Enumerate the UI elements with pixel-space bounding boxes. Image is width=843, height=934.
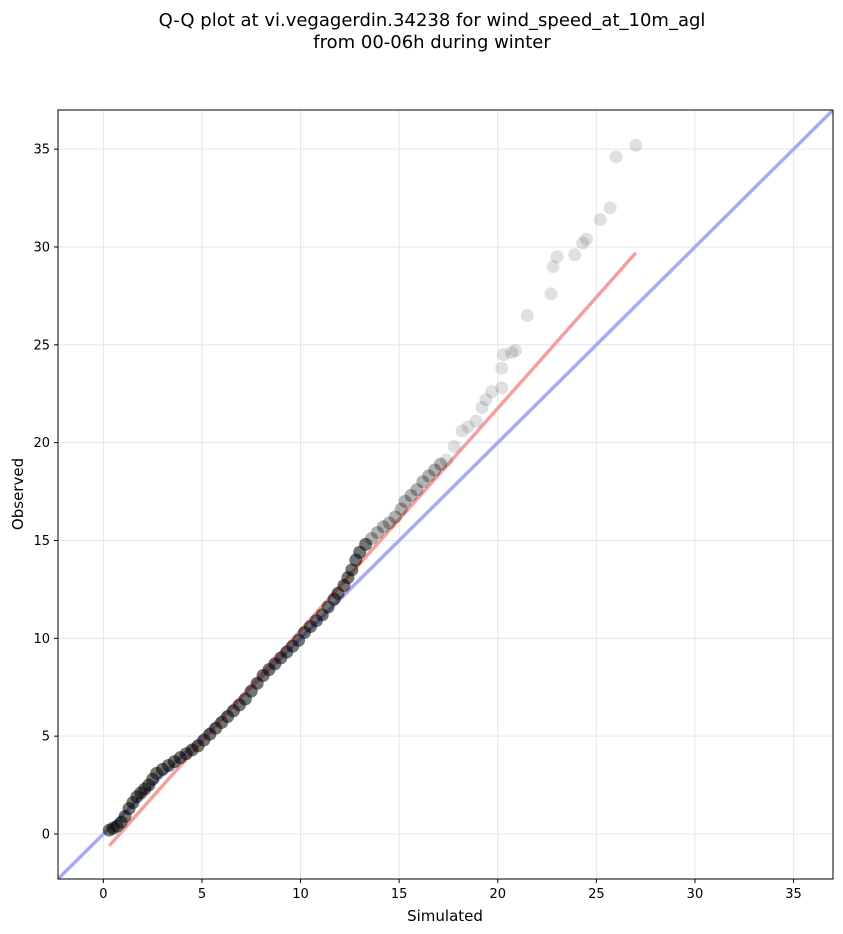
x-axis-label: Simulated <box>407 907 483 925</box>
data-point <box>359 537 373 551</box>
grid-lines <box>58 110 833 879</box>
data-point <box>376 520 390 534</box>
data-point <box>365 532 379 546</box>
data-point <box>461 420 475 434</box>
data-point <box>520 308 534 322</box>
x-tick-label: 0 <box>99 887 107 902</box>
data-points <box>102 138 643 837</box>
chart-title-line-1: Q-Q plot at vi.vegagerdin.34238 for wind… <box>159 10 706 31</box>
data-point <box>629 138 643 152</box>
x-tick-label: 25 <box>588 887 605 902</box>
data-point <box>388 510 402 524</box>
data-point <box>579 232 593 246</box>
data-point <box>434 457 448 471</box>
plot-frame <box>57 109 834 880</box>
y-tick-label: 10 <box>33 632 50 647</box>
data-point <box>422 469 436 483</box>
data-point <box>398 494 412 508</box>
chart-title-line-2: from 00-06h during winter <box>313 32 551 53</box>
y-tick-label: 35 <box>33 143 50 158</box>
y-tick-label: 15 <box>33 534 50 549</box>
data-point <box>479 393 493 407</box>
data-point <box>505 346 519 360</box>
y-axis-label: Observed <box>9 458 27 530</box>
data-point <box>404 488 418 502</box>
axis-ticks: 0 5 10 15 20 25 30 35 0 5 10 15 20 25 30 35 <box>33 143 801 902</box>
data-point <box>394 502 408 516</box>
data-point <box>370 526 384 540</box>
data-point <box>495 381 509 395</box>
data-point <box>428 463 442 477</box>
y-tick-label: 20 <box>33 436 50 451</box>
y-tick-label: 30 <box>33 240 50 255</box>
data-point <box>576 236 590 250</box>
data-point <box>550 250 564 264</box>
x-tick-label: 35 <box>785 887 802 902</box>
data-point <box>469 414 483 428</box>
data-point <box>495 361 509 375</box>
data-point <box>568 248 582 262</box>
data-point <box>497 348 511 362</box>
y-tick-label: 25 <box>33 338 50 353</box>
x-tick-label: 20 <box>489 887 506 902</box>
data-point <box>416 475 430 489</box>
data-point <box>593 213 607 227</box>
x-tick-label: 30 <box>687 887 704 902</box>
data-point <box>455 424 469 438</box>
data-point <box>509 344 523 358</box>
data-point <box>345 563 359 577</box>
y-tick-label: 0 <box>42 827 50 842</box>
data-point <box>475 400 489 414</box>
data-point <box>609 150 623 164</box>
data-point <box>382 516 396 530</box>
data-point <box>439 453 453 467</box>
x-tick-label: 5 <box>198 887 206 902</box>
data-point <box>546 260 560 274</box>
data-point <box>410 483 424 497</box>
data-point <box>485 385 499 399</box>
data-point <box>544 287 558 301</box>
x-tick-label: 15 <box>391 887 408 902</box>
x-tick-label: 10 <box>292 887 309 902</box>
data-point <box>447 440 461 454</box>
data-point <box>603 201 617 215</box>
y-tick-label: 5 <box>42 730 50 745</box>
